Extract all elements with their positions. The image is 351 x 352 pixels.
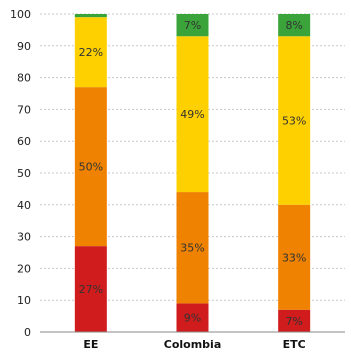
bar-segment xyxy=(74,14,107,18)
data-label: 49% xyxy=(180,108,204,121)
x-category-label: EE xyxy=(83,338,98,351)
y-tick-label: 50 xyxy=(17,167,31,180)
y-tick-label: 0 xyxy=(24,326,31,339)
bar-segment xyxy=(176,36,209,193)
data-label: 9% xyxy=(184,312,201,325)
data-label: 27% xyxy=(79,283,103,296)
y-tick-label: 70 xyxy=(17,103,31,116)
bar-segment xyxy=(278,204,311,310)
x-axis-categories: EE Colombia ETC xyxy=(83,338,305,351)
data-label: 50% xyxy=(79,161,103,174)
y-tick-label: 60 xyxy=(17,135,31,148)
data-label: 53% xyxy=(282,115,306,128)
data-label: 22% xyxy=(79,46,103,59)
bar-segment xyxy=(176,303,209,332)
y-axis-ticks: 0 10 20 30 40 50 60 70 80 90 100 xyxy=(10,8,31,339)
y-tick-label: 80 xyxy=(17,72,31,85)
bar-segment xyxy=(176,192,209,304)
data-label: 7% xyxy=(285,315,302,328)
data-label: 33% xyxy=(282,251,306,264)
bar-segment xyxy=(278,14,311,37)
y-tick-label: 10 xyxy=(17,294,31,307)
data-label: 8% xyxy=(285,19,302,32)
data-label: 35% xyxy=(180,242,204,255)
y-tick-label: 20 xyxy=(17,262,31,275)
bar-segment xyxy=(74,87,107,247)
y-tick-label: 40 xyxy=(17,199,31,212)
bar-segment xyxy=(74,246,107,332)
x-category-label: Colombia xyxy=(164,338,222,351)
bar-segment xyxy=(278,36,311,205)
bars xyxy=(74,14,311,332)
bar-segment xyxy=(176,14,209,37)
y-tick-label: 30 xyxy=(17,231,31,244)
x-category-label: ETC xyxy=(283,338,306,351)
data-label: 7% xyxy=(184,19,201,32)
segment-labels: 27% 50% 22% 9% 35% 49% 7% 7% 33% 53% 8% xyxy=(79,19,307,328)
y-tick-label: 100 xyxy=(10,8,31,21)
bar-segment xyxy=(74,17,107,88)
y-tick-label: 90 xyxy=(17,40,31,53)
bar-segment xyxy=(278,309,311,332)
